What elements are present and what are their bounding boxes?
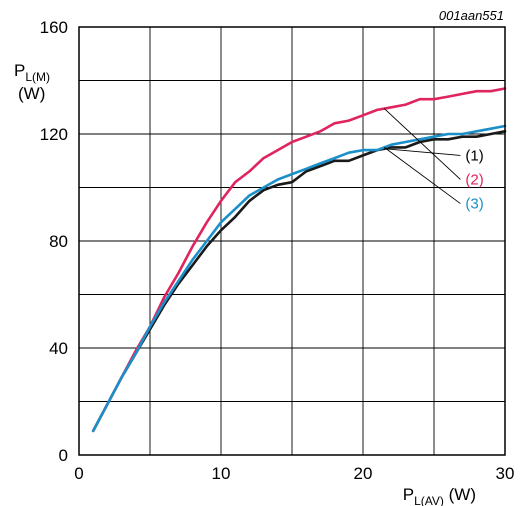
y-axis-unit: (W) — [18, 84, 45, 103]
series-label-3: (3) — [465, 196, 483, 213]
figure-id: 001aan551 — [439, 8, 504, 23]
y-tick-label: 80 — [49, 232, 68, 251]
x-tick-label: 30 — [496, 464, 515, 483]
x-tick-label: 10 — [212, 464, 231, 483]
series-label-2: (2) — [465, 171, 483, 188]
y-tick-label: 120 — [40, 125, 68, 144]
leader-line-2 — [383, 108, 461, 180]
y-axis-title: PL(M) — [14, 61, 50, 84]
leader-line-3 — [384, 147, 461, 204]
x-axis-title: PL(AV) (W) — [403, 485, 476, 506]
plot-frame — [78, 26, 506, 456]
tick-labels: 0 10 20 30 0 40 80 120 160 — [40, 18, 515, 483]
series-line-1 — [91, 130, 507, 433]
y-tick-label: 160 — [40, 18, 68, 37]
leader-line-1 — [384, 148, 461, 156]
series-line-3 — [91, 124, 507, 433]
series-line-2 — [91, 87, 507, 433]
y-tick-label: 40 — [49, 339, 68, 358]
x-tick-label: 0 — [74, 464, 83, 483]
series-label-1: (1) — [465, 147, 483, 164]
y-tick-label: 0 — [59, 446, 68, 465]
grid — [79, 27, 505, 455]
x-tick-label: 20 — [354, 464, 373, 483]
series-layer — [91, 87, 507, 433]
annotation-layer: (1) (2) (3) — [383, 108, 484, 213]
